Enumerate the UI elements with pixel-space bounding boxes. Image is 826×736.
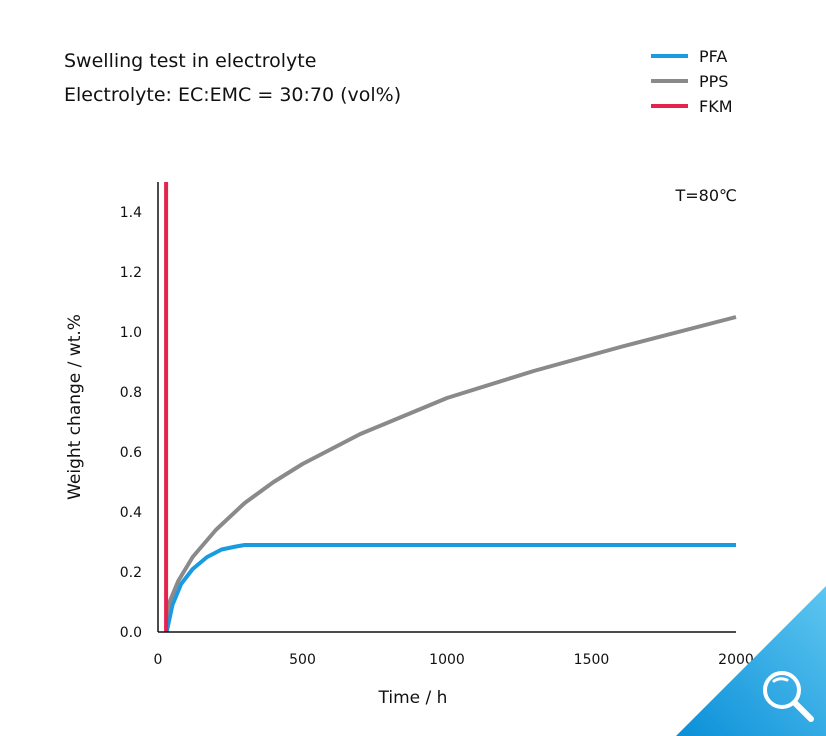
zoom-corner-badge [676, 586, 826, 736]
y-tick-label: 0.2 [120, 565, 142, 581]
magnifier-icon[interactable] [763, 671, 814, 722]
x-tick-label: 2000 [718, 652, 754, 668]
legend-label-fkm: FKM [699, 97, 733, 116]
series-line-pfa [164, 543, 736, 633]
y-tick-label: 0.6 [120, 445, 142, 461]
y-axis-label: Weight change / wt.% [65, 314, 85, 500]
y-tick-label: 1.0 [120, 325, 142, 341]
x-tick-label: 1500 [574, 652, 610, 668]
chart-title: Swelling test in electrolyte [64, 50, 317, 72]
y-tick-label: 1.2 [120, 265, 142, 281]
y-tick-label: 0.0 [120, 625, 142, 641]
x-tick-label: 0 [154, 652, 163, 668]
series-line-pps [164, 315, 737, 618]
chart-subtitle: Electrolyte: EC:EMC = 30:70 (vol%) [64, 84, 402, 106]
legend-label-pps: PPS [699, 72, 728, 91]
y-tick-label: 0.8 [120, 385, 142, 401]
legend-label-pfa: PFA [699, 47, 727, 66]
x-axis-label: Time / h [378, 688, 448, 708]
x-tick-label: 500 [289, 652, 316, 668]
x-tick-label: 1000 [429, 652, 465, 668]
temperature-annotation: T=80℃ [674, 186, 737, 205]
y-tick-label: 1.4 [120, 205, 142, 221]
y-tick-label: 0.4 [120, 505, 142, 521]
